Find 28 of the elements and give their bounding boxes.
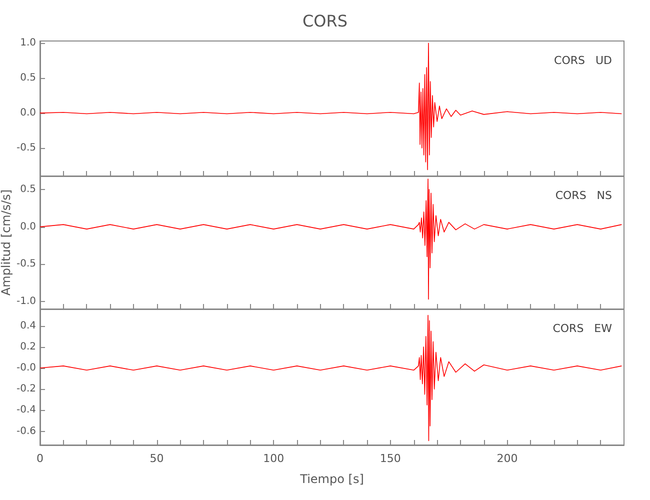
annotation: CORS UD xyxy=(554,54,612,67)
y-tick-label: -0.5 xyxy=(16,142,36,154)
annotation: CORS NS xyxy=(555,189,612,202)
y-tick-label: 0.4 xyxy=(20,320,36,332)
y-axis-title: Amplitud [cm/s/s] xyxy=(0,189,13,296)
y-tick-label: -0.4 xyxy=(16,404,36,416)
line-series xyxy=(40,42,622,170)
y-tick-label: -1.0 xyxy=(16,296,36,308)
chart-title: CORS xyxy=(302,12,348,30)
x-tick-label: 150 xyxy=(380,452,401,465)
y-tick-label: 0.0 xyxy=(20,108,36,119)
y-tick-label: -0.0 xyxy=(16,362,36,374)
x-tick-label: 50 xyxy=(150,452,164,465)
y-tick-label: -0.5 xyxy=(16,258,36,270)
y-tick-label: 1.0 xyxy=(20,38,36,49)
y-tick-label: 0.2 xyxy=(20,341,36,352)
x-tick-label: 100 xyxy=(263,452,284,465)
y-tick-label: 0.0 xyxy=(20,221,36,232)
line-series xyxy=(40,178,622,300)
x-tick-label: 200 xyxy=(496,452,518,465)
x-axis-title: Tiempo [s] xyxy=(299,472,364,486)
annotation: CORS EW xyxy=(552,322,612,335)
y-tick-label: 0.5 xyxy=(20,72,36,84)
y-tick-label: 0.5 xyxy=(20,184,36,195)
x-tick-label: 0 xyxy=(36,452,44,465)
line-series xyxy=(40,314,622,442)
y-tick-label: -0.2 xyxy=(16,384,36,395)
y-tick-label: -0.6 xyxy=(16,426,36,437)
